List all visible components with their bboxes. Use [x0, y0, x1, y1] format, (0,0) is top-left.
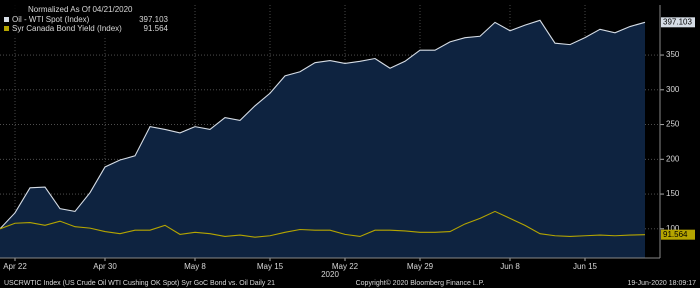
series-line [0, 19, 646, 230]
legend-title: Normalized As Of 04/21/2020 [28, 5, 133, 14]
footer-timestamp: 19-Jun-2020 18:09:17 [628, 280, 697, 287]
y-tick-label: 250 [666, 120, 680, 129]
plot-area [0, 5, 660, 258]
y-tick-label: 200 [666, 154, 680, 163]
x-tick-label: May 8 [184, 262, 206, 271]
value-tag [661, 17, 695, 28]
legend-value: 397.103 [139, 15, 168, 24]
x-tick-label: May 15 [257, 262, 284, 271]
x-tick-label: Apr 30 [93, 262, 117, 271]
y-tick-label: 300 [666, 85, 680, 94]
series-line [0, 210, 646, 238]
x-tick-label: Apr 22 [3, 262, 27, 271]
x-tick-label: Jun 15 [573, 262, 598, 271]
x-tick-label: May 22 [332, 262, 359, 271]
legend-value: 91.564 [144, 24, 169, 33]
x-tick-label: May 29 [407, 262, 434, 271]
footer-copyright: Copyright© 2020 Bloomberg Finance L.P. [356, 279, 485, 287]
legend-swatch [4, 17, 9, 22]
series-area [0, 20, 645, 258]
footer-source: USCRWTIC Index (US Crude Oil WTI Cushing… [4, 280, 275, 287]
x-year-label: 2020 [321, 270, 339, 279]
legend-swatch [4, 26, 9, 31]
y-tick-label: 350 [666, 50, 680, 59]
y-tick-label: 150 [666, 189, 680, 198]
value-tag-label: 397.103 [663, 17, 692, 26]
y-tick-label: 100 [666, 224, 680, 233]
legend-label: Syr Canada Bond Yield (Index) [12, 24, 122, 33]
value-tag-label: 91.564 [663, 230, 688, 239]
value-tag [661, 229, 695, 240]
x-tick-label: Jun 8 [500, 262, 520, 271]
legend-box [2, 4, 172, 36]
legend-label: Oil - WTI Spot (Index) [12, 15, 90, 24]
